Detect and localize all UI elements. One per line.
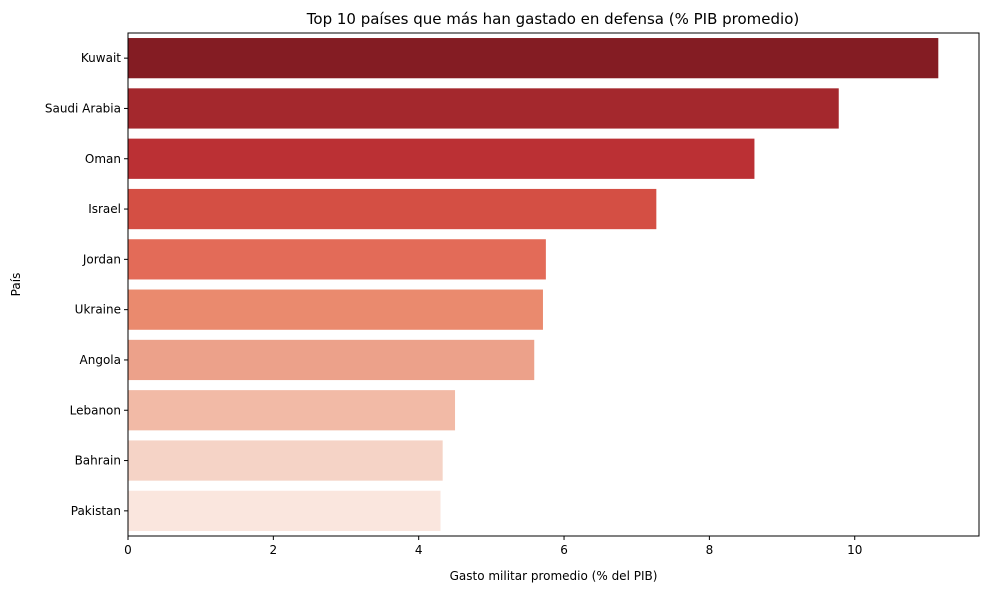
y-tick-label: Saudi Arabia [45, 101, 121, 115]
x-tick-label: 6 [560, 543, 568, 557]
y-tick-label: Kuwait [81, 51, 121, 65]
bar-jordan [128, 239, 546, 280]
x-tick-label: 10 [847, 543, 862, 557]
bar-israel [128, 188, 657, 230]
y-ticks-group: Kuwait Saudi Arabia Oman Israel Jordan Ukrain… [45, 51, 128, 518]
y-tick-label: Pakistan [71, 504, 121, 518]
y-tick-label: Jordan [82, 252, 121, 266]
bar-angola [128, 339, 535, 381]
y-axis-label: País [9, 273, 23, 297]
bar-pakistan [128, 490, 441, 531]
y-tick-label: Oman [85, 152, 121, 166]
y-tick-label: Lebanon [70, 403, 121, 417]
x-tick-label: 0 [124, 543, 132, 557]
chart-title: Top 10 países que más han gastado en def… [306, 10, 799, 28]
x-tick-label: 4 [415, 543, 423, 557]
y-tick-label: Ukraine [75, 303, 121, 317]
y-tick-label: Israel [88, 202, 121, 216]
x-tick-label: 2 [270, 543, 278, 557]
y-tick-label: Angola [80, 353, 121, 367]
x-axis-label: Gasto militar promedio (% del PIB) [450, 569, 658, 583]
bar-saudi-arabia [128, 88, 839, 129]
bar-oman [128, 138, 755, 179]
bars-group [128, 38, 939, 531]
bar-kuwait [128, 38, 939, 79]
bar-lebanon [128, 390, 456, 431]
x-ticks-group: 0 2 4 6 8 10 [124, 536, 862, 557]
bar-bahrain [128, 440, 443, 481]
x-tick-label: 8 [706, 543, 714, 557]
bar-ukraine [128, 289, 543, 330]
plot-frame [127, 32, 980, 537]
y-tick-label: Bahrain [75, 454, 121, 468]
